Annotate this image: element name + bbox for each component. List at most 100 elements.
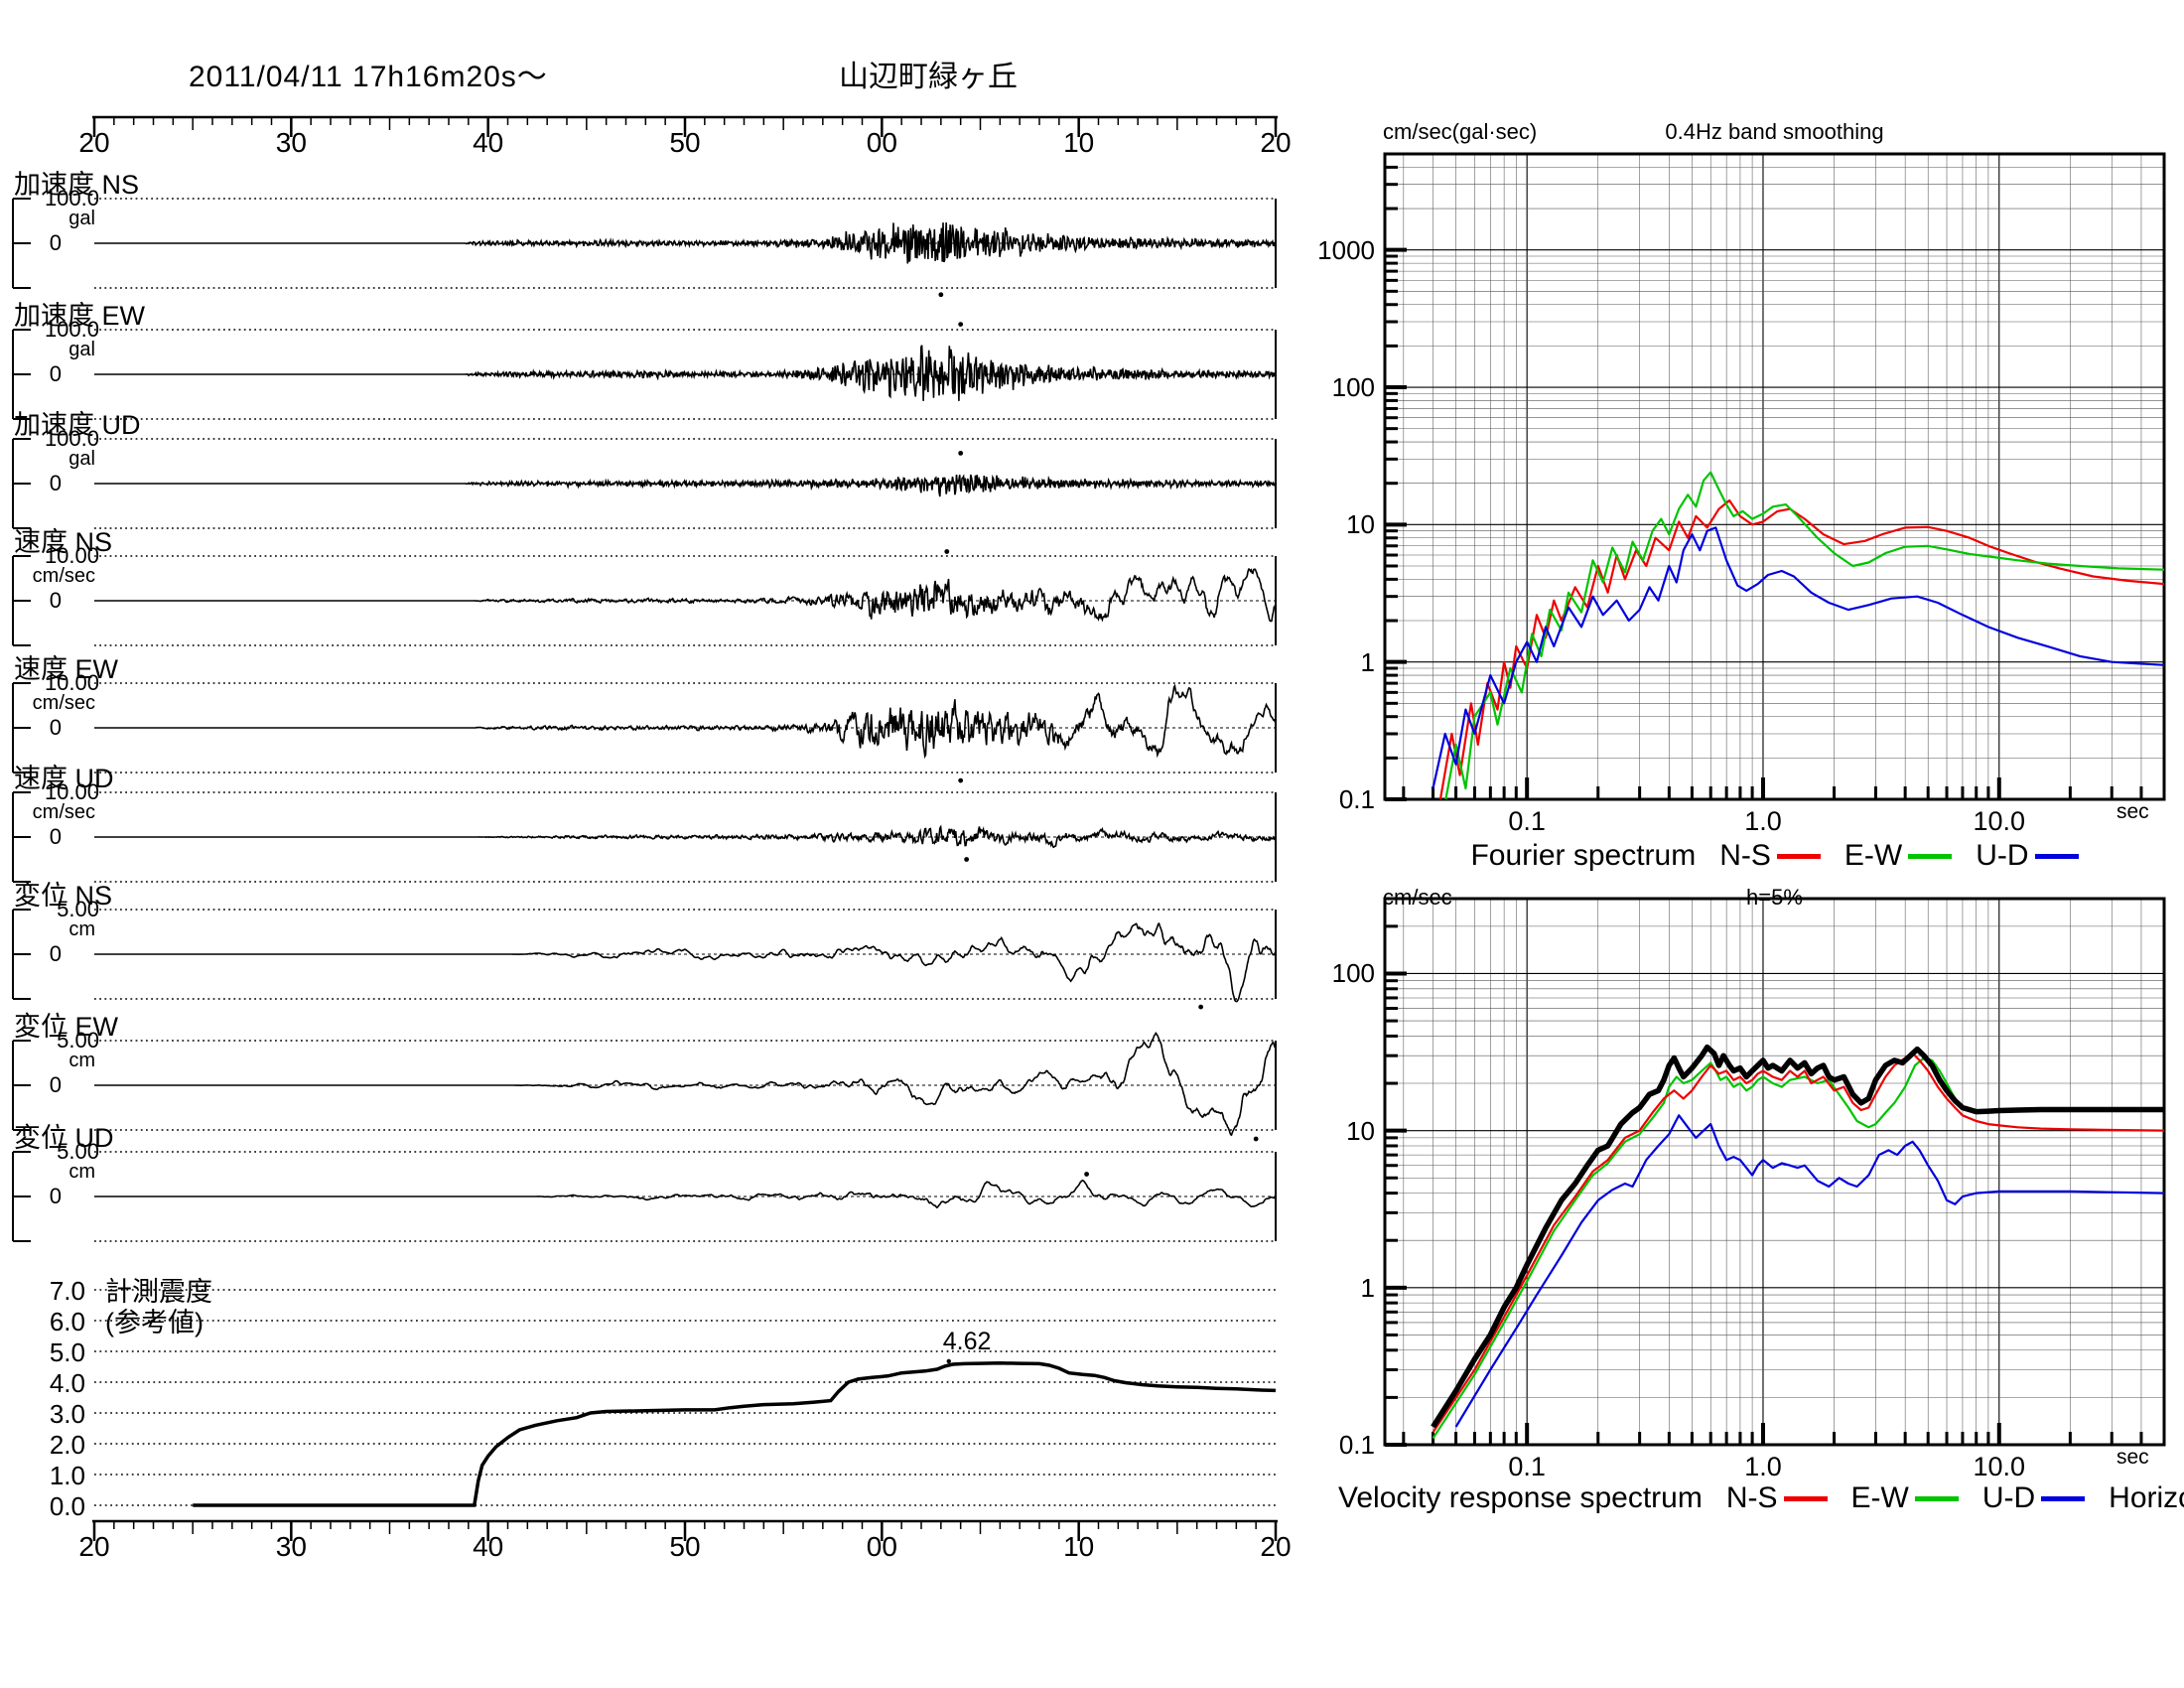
intensity-y-tick-label: 0.0 [49, 1491, 85, 1521]
fourier-series-N-S [1438, 498, 2164, 799]
legend-item-N-S: N-S [1719, 839, 1821, 873]
fourier-x-tick-label: 1.0 [1744, 806, 1782, 836]
time-tick-label: 20 [1260, 1531, 1292, 1562]
response-unit-label: cm/sec [1383, 885, 1452, 910]
trace-unit: gal [68, 448, 95, 470]
fourier-y-tick-label: 1000 [1317, 234, 1375, 265]
trace-panel-labels-acc-ud: 加速度 UD 100.0 gal 0 [0, 403, 228, 532]
fourier-y-tick-label: 1 [1360, 646, 1375, 677]
trace-panel-labels-disp-ns: 変位 NS 5.00 cm 0 [0, 874, 228, 1003]
fourier-smoothing-label: 0.4Hz band smoothing [1665, 119, 1884, 144]
trace-unit: cm/sec [32, 692, 95, 714]
intensity-y-tick-label: 4.0 [49, 1368, 85, 1398]
trace-title: 加速度 NS [14, 170, 140, 200]
trace-fullscale-value: 100.0 [44, 186, 99, 211]
waveform-3 [94, 474, 1277, 497]
waveform-7 [94, 921, 1277, 1003]
intensity-y-tick-label: 5.0 [49, 1337, 85, 1367]
waveform-1 [94, 222, 1277, 264]
peak-marker [958, 322, 964, 327]
trace-unit: gal [68, 208, 95, 229]
intensity-y-tick-label: 6.0 [49, 1307, 85, 1336]
response-legend-title: Velocity response spectrum [1338, 1481, 1703, 1514]
trace-zero-label: 0 [49, 361, 62, 386]
legend-series-name: Horizon [2109, 1481, 2184, 1514]
intensity-title-line1: 計測震度 [105, 1277, 212, 1307]
fourier-series-U-D [1432, 526, 2164, 789]
trace-title: 変位 NS [14, 881, 113, 911]
fourier-legend-items: N-S E-W U-D [1719, 839, 2079, 873]
response-series-N-S [1432, 1052, 2164, 1434]
trace-title: 速度 NS [14, 527, 113, 557]
legend-series-name: N-S [1719, 839, 1771, 872]
response-damping-label: h=5% [1746, 885, 1803, 910]
legend-series-swatch [2041, 1495, 2086, 1501]
response-y-tick-label: 0.1 [1338, 1430, 1375, 1460]
response-x-tick-label: 10.0 [1973, 1452, 2026, 1481]
response-y-tick-label: 1 [1360, 1272, 1375, 1303]
response-series-Horizon [1431, 1044, 2164, 1429]
trace-zero-label: 0 [49, 588, 62, 613]
trace-zero-label: 0 [49, 941, 62, 966]
trace-fullscale-value: 100.0 [44, 426, 99, 451]
intensity-y-tick-label: 1.0 [49, 1461, 85, 1490]
response-x-tick-label: 0.1 [1508, 1452, 1546, 1481]
intensity-curve [193, 1361, 1277, 1507]
time-tick-label: 50 [669, 1531, 701, 1562]
fourier-y-tick-label: 10 [1346, 509, 1375, 540]
station-name: 山辺町緑ヶ丘 [839, 61, 1018, 93]
legend-series-swatch [1776, 853, 1821, 859]
trace-zero-label: 0 [49, 715, 62, 740]
intensity-y-tick-label: 7.0 [49, 1276, 85, 1306]
trace-unit: cm [68, 1161, 95, 1183]
legend-series-name: E-W [1850, 1481, 1909, 1514]
trace-panel-labels-vel-ew: 速度 EW 10.00 cm/sec 0 [0, 647, 228, 776]
waveform-2 [94, 345, 1277, 401]
legend-item-E-W: E-W [1843, 839, 1953, 873]
intensity-y-tick-label: 3.0 [49, 1399, 85, 1429]
trace-panel-labels-acc-ns: 加速度 NS 100.0 gal 0 [0, 163, 228, 292]
fourier-legend: Fourier spectrum N-S E-W U-D [1385, 839, 2164, 873]
intensity-y-tick-label: 2.0 [49, 1430, 85, 1460]
response-series-U-D [1454, 1114, 2164, 1428]
fourier-x-tick-label: 10.0 [1973, 806, 2026, 836]
fourier-frame [1383, 152, 2166, 801]
intensity-peak-dot [946, 1358, 951, 1364]
legend-item-N-S: N-S [1726, 1481, 1828, 1515]
legend-series-swatch [1908, 853, 1953, 859]
legend-series-name: E-W [1843, 839, 1903, 872]
trace-fullscale-value: 100.0 [44, 317, 99, 342]
trace-unit: cm/sec [32, 565, 95, 587]
trace-fullscale-value: 5.00 [57, 1139, 99, 1164]
response-y-tick-label: 10 [1346, 1115, 1375, 1146]
trace-fullscale-value: 10.00 [44, 779, 99, 804]
time-tick-label: 20 [78, 1531, 110, 1562]
waveform-4 [94, 567, 1277, 623]
intensity-title: 計測震度 (参考値) [105, 1277, 212, 1338]
trace-fullscale-value: 5.00 [57, 1028, 99, 1053]
peak-marker [1084, 1172, 1089, 1177]
waveform-9 [94, 1179, 1277, 1209]
fourier-y-tick-label: 100 [1331, 372, 1375, 402]
response-legend: Velocity response spectrum N-S E-W U-D Hori… [1338, 1481, 2184, 1515]
fourier-x-tick-label: 0.1 [1508, 806, 1546, 836]
legend-item-E-W: E-W [1851, 1481, 1959, 1515]
time-tick-label: 10 [1063, 1531, 1095, 1562]
trace-unit: cm [68, 918, 95, 940]
trace-zero-label: 0 [49, 1072, 62, 1097]
trace-title: 変位 UD [14, 1123, 114, 1153]
time-tick-label: 10 [1063, 127, 1095, 158]
trace-title: 速度 EW [14, 654, 118, 684]
trace-unit: gal [68, 339, 95, 360]
trace-zero-label: 0 [49, 824, 62, 849]
legend-series-name: N-S [1725, 1481, 1778, 1514]
time-tick-label: 30 [275, 1531, 307, 1562]
time-tick-label: 40 [473, 127, 504, 158]
peak-marker [958, 451, 964, 456]
response-y-tick-label: 100 [1331, 958, 1375, 989]
legend-series-swatch [1914, 1495, 1959, 1501]
response-x-tick-label: 1.0 [1744, 1452, 1782, 1481]
legend-series-swatch [2034, 853, 2079, 859]
